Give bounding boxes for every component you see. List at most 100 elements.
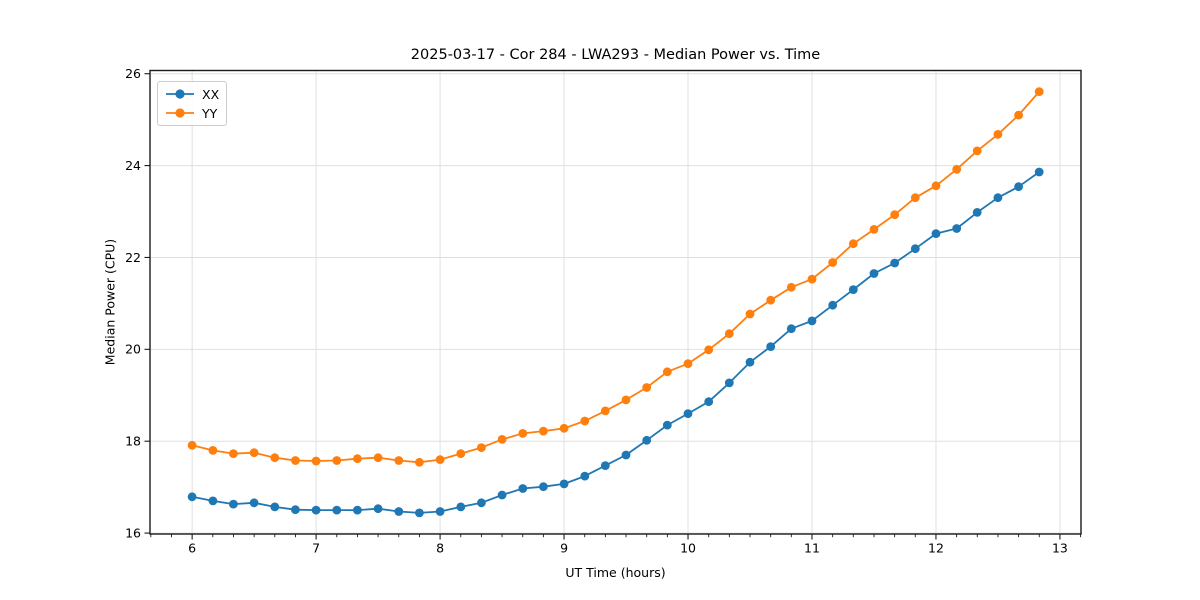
data-point-yy: [435, 455, 445, 464]
data-point-yy: [311, 456, 321, 466]
data-point-xx: [600, 461, 610, 470]
legend-swatch-yy-icon: [166, 108, 194, 118]
data-point-yy: [890, 210, 900, 220]
data-point-xx: [848, 285, 858, 294]
data-point-yy: [539, 426, 548, 436]
y-tick-label: 24: [125, 158, 141, 173]
data-point-xx: [807, 316, 817, 326]
data-point-yy: [1014, 110, 1023, 120]
y-tick-label: 22: [125, 250, 141, 265]
legend-swatch-xx-icon: [166, 89, 194, 99]
y-axis-label: Median Power (CPU): [102, 238, 118, 366]
data-point-xx: [229, 499, 238, 509]
data-point-yy: [518, 429, 528, 438]
data-point-xx: [704, 397, 714, 407]
data-point-xx: [972, 208, 982, 217]
data-point-xx: [786, 324, 796, 334]
data-point-xx: [683, 409, 693, 418]
data-point-xx: [993, 193, 1003, 203]
chart-title: 2025-03-17 - Cor 284 - LWA293 - Median P…: [410, 47, 821, 63]
data-point-xx: [828, 300, 838, 310]
legend-label-yy: YY: [202, 105, 218, 121]
data-point-yy: [229, 449, 238, 458]
data-point-xx: [456, 502, 466, 512]
data-point-yy: [497, 435, 507, 444]
data-point-xx: [497, 490, 507, 500]
y-tick-label: 26: [125, 66, 141, 81]
data-point-xx: [435, 507, 445, 516]
data-point-yy: [332, 456, 342, 465]
data-point-xx: [539, 482, 548, 492]
data-point-yy: [1034, 87, 1044, 96]
data-point-xx: [249, 498, 259, 508]
x-axis-label: UT Time (hours): [565, 565, 666, 580]
data-point-xx: [311, 505, 321, 515]
data-point-xx: [766, 342, 776, 351]
data-point-xx: [580, 471, 590, 481]
legend-item-xx: XX: [165, 86, 219, 102]
series-line-yy: [191, 91, 1040, 464]
data-point-xx: [662, 420, 672, 430]
x-tick-label: 12: [928, 541, 944, 556]
y-tick-label: 20: [125, 342, 141, 357]
x-tick-label: 9: [560, 541, 568, 556]
data-point-xx: [291, 505, 300, 515]
data-point-xx: [332, 505, 342, 515]
data-point-xx: [559, 479, 569, 489]
data-point-yy: [456, 449, 466, 458]
axes-frame: [149, 69, 1082, 535]
data-point-xx: [518, 484, 528, 493]
data-point-yy: [415, 457, 424, 467]
x-tick-label: 13: [1052, 541, 1068, 556]
x-tick-label: 10: [680, 541, 696, 556]
data-point-yy: [993, 130, 1003, 139]
data-point-yy: [807, 274, 817, 284]
x-tick-label: 11: [804, 541, 820, 556]
data-point-yy: [745, 309, 755, 319]
data-point-xx: [621, 450, 631, 460]
data-point-yy: [642, 383, 652, 392]
data-point-yy: [848, 239, 858, 249]
data-point-xx: [745, 357, 755, 367]
data-point-xx: [394, 507, 404, 516]
data-point-xx: [724, 378, 734, 388]
data-point-yy: [972, 146, 982, 156]
data-point-yy: [786, 282, 796, 292]
data-point-yy: [291, 456, 300, 465]
data-point-xx: [910, 244, 920, 254]
data-point-yy: [621, 395, 631, 405]
data-point-yy: [477, 443, 486, 452]
data-point-xx: [373, 504, 383, 514]
data-point-xx: [270, 502, 280, 512]
data-point-xx: [642, 435, 652, 445]
data-point-yy: [683, 359, 693, 368]
data-point-yy: [353, 454, 362, 464]
data-point-xx: [869, 269, 879, 278]
y-tick-label: 18: [125, 434, 141, 449]
data-point-yy: [910, 193, 920, 203]
data-point-yy: [249, 448, 259, 458]
data-point-xx: [1014, 182, 1023, 192]
data-point-xx: [353, 505, 362, 515]
data-point-xx: [890, 258, 900, 268]
data-point-yy: [724, 329, 734, 339]
data-point-xx: [187, 492, 197, 502]
data-point-yy: [766, 295, 776, 305]
x-tick-label: 8: [436, 541, 444, 556]
data-point-yy: [869, 225, 879, 234]
data-point-xx: [931, 229, 941, 239]
y-tick-label: 16: [125, 525, 141, 540]
data-point-yy: [373, 453, 383, 463]
data-point-yy: [187, 440, 197, 450]
data-point-xx: [952, 224, 962, 233]
data-point-xx: [477, 498, 486, 508]
x-tick-label: 7: [312, 541, 320, 556]
data-point-yy: [600, 406, 610, 416]
data-point-yy: [952, 164, 962, 174]
data-point-yy: [580, 416, 590, 426]
data-point-yy: [559, 423, 569, 433]
data-point-xx: [1034, 167, 1044, 177]
data-point-yy: [931, 181, 941, 191]
